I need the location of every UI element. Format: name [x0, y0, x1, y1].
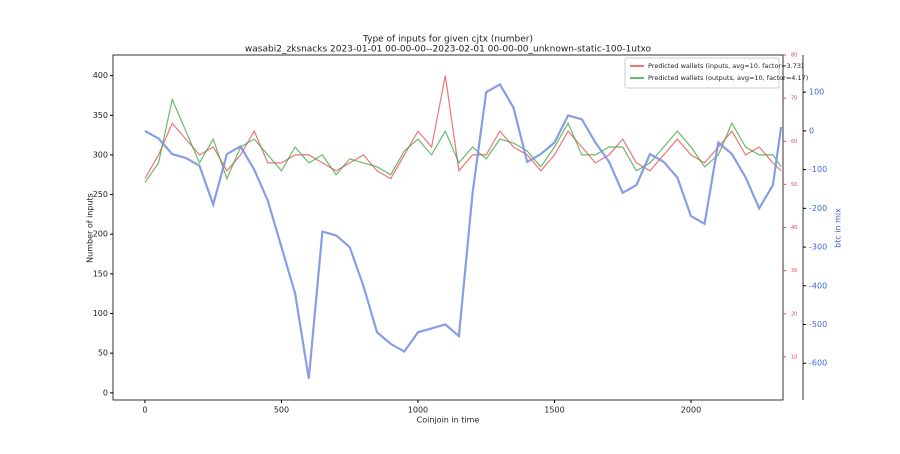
legend-label: Predicted wallets (inputs, avg=10, facto…: [648, 62, 804, 70]
y3-tick-label: 100: [809, 88, 824, 97]
y-tick-label: 150: [93, 269, 108, 278]
y2-tick-label: 20: [791, 311, 797, 317]
x-tick-label: 500: [274, 406, 289, 415]
y3-tick-label: -600: [809, 359, 827, 368]
y-tick-label: 250: [93, 190, 108, 199]
y3-tick-label: -300: [809, 243, 827, 252]
x-tick-label: 1000: [408, 406, 428, 415]
y-tick-label: 50: [98, 349, 108, 358]
y-tick-label: 350: [93, 111, 108, 120]
x-tick-label: 2000: [681, 406, 701, 415]
y2-tick-label: 80: [791, 53, 797, 59]
y2-tick-label: 40: [791, 225, 797, 231]
y3-tick-label: 0: [809, 126, 814, 135]
x-tick-label: 1500: [544, 406, 564, 415]
y3-tick-label: -100: [809, 165, 827, 174]
y-tick-label: 200: [93, 230, 108, 239]
legend-label: Predicted wallets (outputs, avg=10, fact…: [648, 74, 808, 82]
y2-tick-label: 50: [791, 182, 797, 188]
y2-tick-label: 70: [791, 96, 797, 102]
y-tick-label: 0: [103, 388, 108, 397]
y3-tick-label: -200: [809, 204, 827, 213]
chart-title: Type of inputs for given cjtx (number): [362, 35, 533, 45]
series-line: [144, 97, 782, 184]
y2-tick-label: 30: [791, 268, 797, 274]
y3-axis-label: btc in mix: [834, 208, 843, 248]
y3-tick-label: -500: [809, 320, 827, 329]
y-tick-label: 300: [93, 150, 108, 159]
x-tick-label: 0: [142, 406, 147, 415]
y3-tick-label: -400: [809, 281, 827, 290]
y2-tick-label: 10: [791, 354, 797, 360]
series-line: [144, 82, 783, 379]
y2-tick-label: 60: [791, 139, 797, 145]
y-tick-label: 100: [93, 309, 108, 318]
y-axis-label: Number of inputs: [86, 193, 95, 263]
chart-subtitle: wasabi2_zksnacks 2023-01-01 00-00-00--20…: [245, 45, 652, 55]
legend-box: [624, 57, 780, 89]
series-line: [144, 75, 782, 180]
y-tick-label: 400: [93, 71, 108, 80]
plot-frame: [112, 54, 784, 401]
x-axis-label: Coinjoin in time: [417, 416, 480, 425]
